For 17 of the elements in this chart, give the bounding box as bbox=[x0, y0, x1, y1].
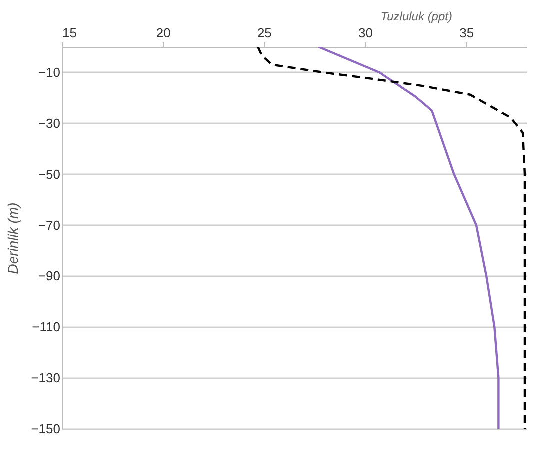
y-tick-label: −130 bbox=[31, 370, 60, 386]
y-tick-label: −90 bbox=[38, 268, 60, 284]
y-tick-label: −30 bbox=[38, 116, 60, 131]
x-tick-label: 20 bbox=[156, 26, 171, 40]
y-tick-label: −10 bbox=[38, 64, 60, 80]
y-tick-label: −110 bbox=[32, 320, 60, 335]
y-tick-label: −70 bbox=[38, 218, 60, 233]
x-tick-label: 30 bbox=[358, 26, 373, 40]
x-axis-title: Tuzluluk (ppt) bbox=[380, 10, 452, 24]
y-tick-label: −50 bbox=[38, 166, 60, 182]
x-tick-label: 25 bbox=[257, 26, 272, 40]
y-tick-label: −150 bbox=[31, 422, 60, 436]
x-tick-label: 35 bbox=[460, 26, 474, 40]
x-tick-label: 15 bbox=[62, 26, 77, 40]
y-axis-title: Derinlik (m) bbox=[5, 202, 22, 274]
line-series bbox=[257, 47, 526, 429]
line-series bbox=[318, 47, 500, 429]
